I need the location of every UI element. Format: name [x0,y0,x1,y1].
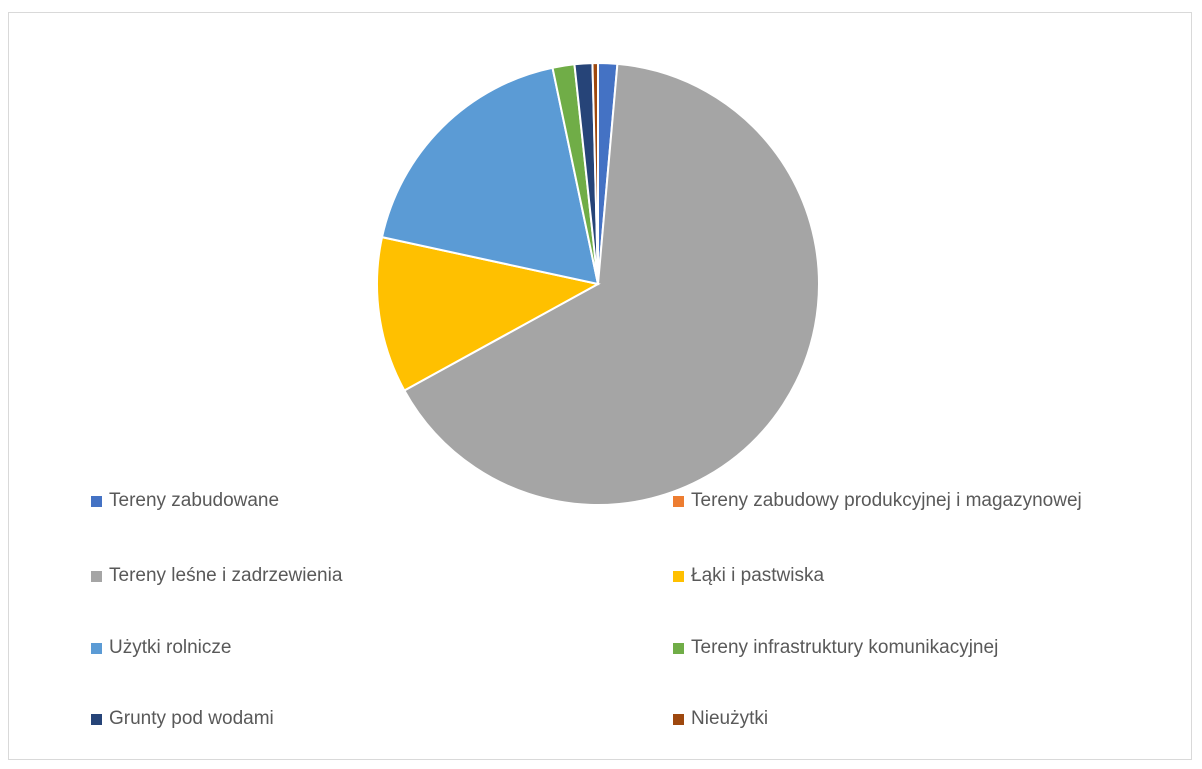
pie-chart [376,61,820,506]
pie-slice [380,66,600,286]
chart-frame: Tereny zabudowane Tereny zabudowy produk… [8,12,1192,760]
pie-slice [591,61,599,285]
pie-slice [402,62,820,506]
pie-slice [376,235,601,392]
